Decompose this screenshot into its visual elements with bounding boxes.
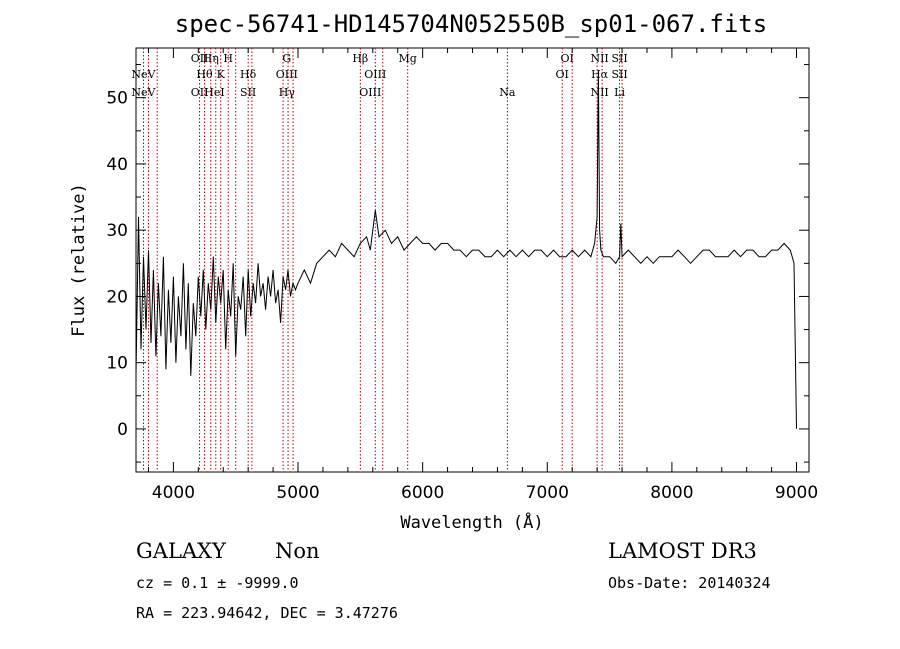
y-tick-label: 0 bbox=[117, 420, 128, 440]
x-tick-label: 8000 bbox=[650, 483, 693, 503]
y-tick-label: 30 bbox=[106, 221, 128, 241]
object-subclass: Non bbox=[275, 539, 320, 563]
x-axis-label: Wavelength (Å) bbox=[400, 511, 543, 533]
coordinates: RA = 223.94642, DEC = 3.47276 bbox=[136, 604, 398, 622]
line-marker-label: Hα bbox=[591, 68, 609, 81]
line-marker-label: Li bbox=[614, 86, 625, 99]
line-marker-label: OI bbox=[561, 52, 574, 65]
line-marker-label: NeV bbox=[131, 68, 156, 81]
x-tick-label: 7000 bbox=[526, 483, 569, 503]
line-marker-label: OII bbox=[191, 86, 209, 99]
line-marker-label: H bbox=[223, 52, 233, 65]
line-marker-label: Hγ bbox=[279, 86, 296, 99]
spectrum-line bbox=[135, 71, 797, 429]
line-marker-label: Hθ bbox=[196, 68, 213, 81]
spectrum-series bbox=[135, 71, 797, 429]
line-marker-label: OIII bbox=[359, 86, 381, 99]
line-marker-label: OIII bbox=[276, 68, 298, 81]
line-marker-label: Hβ bbox=[352, 52, 368, 65]
y-axis-ticks: 0 10 20 30 40 50 bbox=[106, 64, 809, 463]
obs-date: Obs-Date: 20140324 bbox=[608, 574, 771, 592]
y-tick-label: 40 bbox=[106, 155, 128, 175]
line-marker-label: NII bbox=[590, 52, 608, 65]
x-tick-label: 6000 bbox=[401, 483, 444, 503]
line-marker-label: OIII bbox=[364, 68, 386, 81]
line-marker-labels: NeVNeVOIIOIIHηHθHeIKHHδSIIGOIIIHγHβOIIIO… bbox=[131, 52, 627, 99]
object-class: GALAXY bbox=[136, 539, 227, 563]
x-axis-ticks: 4000 5000 6000 7000 8000 9000 bbox=[147, 48, 818, 503]
line-marker-label: OII bbox=[191, 52, 209, 65]
line-marker-label: SII bbox=[611, 52, 627, 65]
line-marker-label: HeI bbox=[204, 86, 224, 99]
line-marker-label: Hδ bbox=[240, 68, 257, 81]
line-marker-label: K bbox=[217, 68, 226, 81]
y-axis-label: Flux (relative) bbox=[69, 183, 89, 337]
line-marker-label: SII bbox=[611, 68, 627, 81]
x-tick-label: 4000 bbox=[152, 483, 195, 503]
line-marker-label: G bbox=[282, 52, 291, 65]
redshift-text: cz = 0.1 ± -9999.0 bbox=[136, 574, 299, 592]
plot-frame bbox=[135, 47, 810, 473]
line-marker-label: SII bbox=[240, 86, 256, 99]
line-marker-label: Na bbox=[499, 86, 516, 99]
line-marker-label: NII bbox=[590, 86, 608, 99]
y-tick-label: 10 bbox=[106, 354, 128, 374]
line-marker-label: Mg bbox=[399, 52, 417, 65]
x-tick-label: 9000 bbox=[775, 483, 818, 503]
survey-name: LAMOST DR3 bbox=[608, 539, 757, 563]
chart-title: spec-56741-HD145704N052550B_sp01-067.fit… bbox=[175, 10, 767, 38]
line-marker-label: OI bbox=[556, 68, 569, 81]
line-marker-label: NeV bbox=[131, 86, 156, 99]
line-marker-label: Hη bbox=[203, 52, 219, 65]
line-markers bbox=[142, 48, 623, 472]
x-tick-label: 5000 bbox=[276, 483, 319, 503]
y-tick-label: 50 bbox=[106, 89, 128, 109]
y-tick-label: 20 bbox=[106, 287, 128, 307]
